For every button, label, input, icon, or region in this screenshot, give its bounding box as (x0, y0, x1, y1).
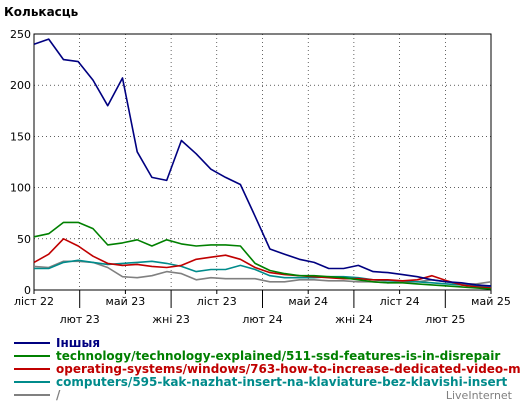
x-tick-label: май 23 (106, 295, 146, 308)
x-axis: ліст 22 лют 23 май 23 жні 23 ліст 23 лют 24 ма… (14, 290, 511, 326)
x-tick-label: май 24 (288, 295, 328, 308)
x-tick-label: лют 24 (242, 313, 282, 326)
series-lines (33, 38, 492, 290)
x-tick-label: ліст 24 (380, 295, 420, 308)
x-tick-label: ліст 22 (14, 295, 54, 308)
y-tick-label: 100 (10, 182, 31, 195)
series-line (33, 38, 492, 287)
y-tick-label: 50 (17, 233, 31, 246)
legend-entry: technology/technology-explained/511-ssd-… (56, 349, 500, 363)
y-tick-label: 150 (10, 130, 31, 143)
legend-entry: Іншыя (56, 336, 100, 350)
legend-entry: / (56, 388, 61, 402)
legend-entry: operating-systems/windows/763-how-to-inc… (56, 362, 520, 376)
legend: Іншыяtechnology/technology-explained/511… (14, 336, 520, 402)
x-tick-label: лют 23 (60, 313, 100, 326)
y-tick-label: 250 (10, 28, 31, 41)
x-tick-label: лют 25 (425, 313, 465, 326)
x-tick-label: жні 24 (335, 313, 373, 326)
series-line (33, 238, 492, 289)
grid (33, 33, 492, 291)
series-line (33, 221, 492, 290)
liveinternet-credit: LiveInternet (446, 389, 513, 402)
y-axis-title: Колькасць (4, 5, 79, 19)
y-axis: 0 50 100 150 200 250 (10, 28, 31, 297)
x-tick-label: жні 23 (152, 313, 190, 326)
y-tick-label: 0 (24, 284, 31, 297)
y-tick-label: 200 (10, 79, 31, 92)
legend-entry: computers/595-kak-nazhat-insert-na-klavi… (56, 375, 508, 389)
x-tick-label: май 25 (471, 295, 511, 308)
x-tick-label: ліст 23 (197, 295, 237, 308)
